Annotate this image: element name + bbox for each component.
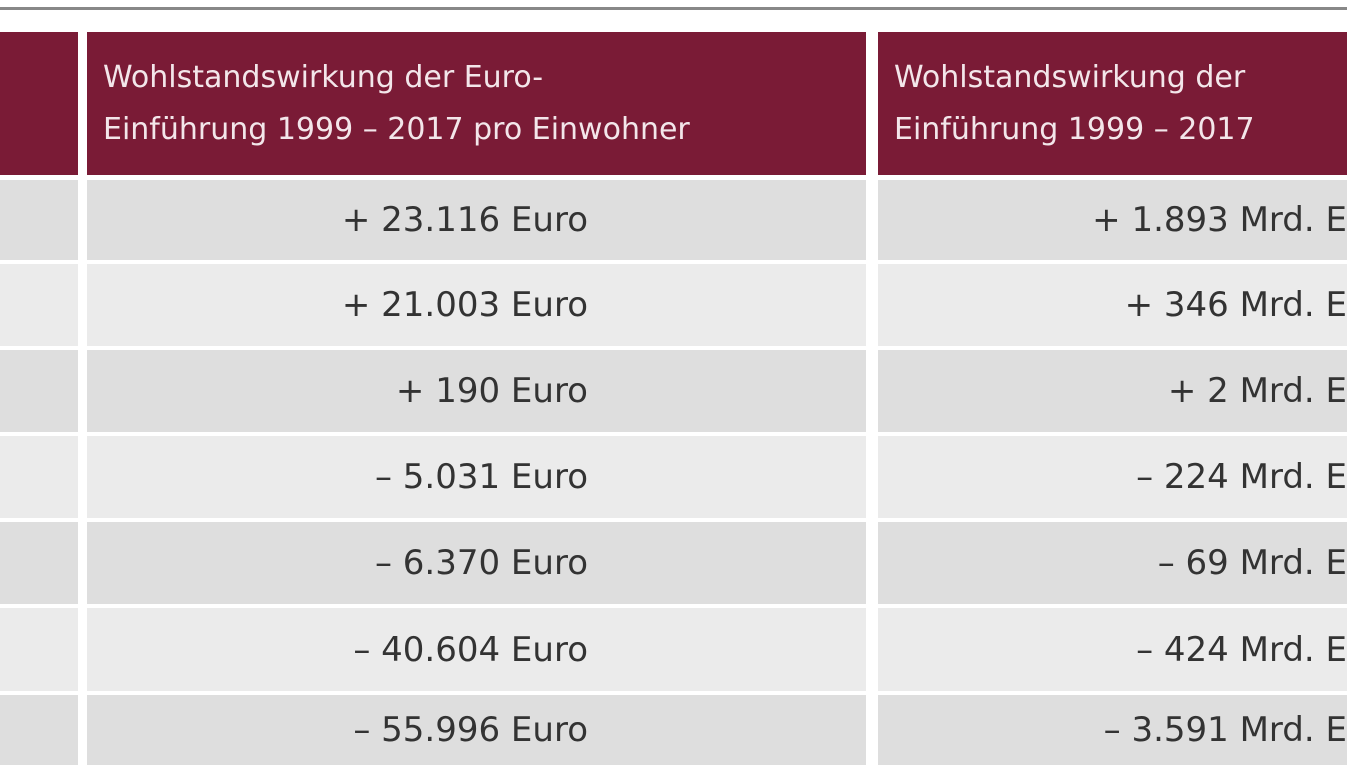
- header-text: Wohlstandswirkung der: [894, 60, 1246, 95]
- value-cell: – 3.591 Mrd. E: [878, 695, 1347, 765]
- header-cell: [0, 32, 78, 175]
- value-cell: – 5.031 Euro: [87, 436, 866, 518]
- value-cell: – 424 Mrd. E: [878, 608, 1347, 691]
- value-cell: – 6.370 Euro: [87, 522, 866, 604]
- value-cell: – 40.604 Euro: [87, 608, 866, 691]
- value-cell: – 55.996 Euro: [87, 695, 866, 765]
- value-cell: – 69 Mrd. E: [878, 522, 1347, 604]
- row-label-cell: [0, 264, 78, 346]
- header-text: Einführung 1999 – 2017 pro Einwohner: [103, 112, 690, 147]
- row-label-cell: [0, 695, 78, 765]
- row-label-cell: [0, 436, 78, 518]
- header-cell: Wohlstandswirkung der Einführung 1999 – 2…: [878, 32, 1347, 175]
- header-text: Wohlstandswirkung der Euro-: [103, 60, 544, 95]
- value-cell: + 190 Euro: [87, 350, 866, 432]
- value-cell: + 1.893 Mrd. E: [878, 180, 1347, 260]
- header-cell: Wohlstandswirkung der Euro- Einführung 19…: [87, 32, 866, 175]
- top-rule: [0, 0, 1347, 10]
- row-label-cell: [0, 522, 78, 604]
- row-label-cell: [0, 350, 78, 432]
- value-cell: + 2 Mrd. E: [878, 350, 1347, 432]
- value-cell: + 346 Mrd. E: [878, 264, 1347, 346]
- row-label-cell: [0, 608, 78, 691]
- value-cell: + 21.003 Euro: [87, 264, 866, 346]
- row-label-cell: [0, 180, 78, 260]
- header-text: Einführung 1999 – 2017: [894, 112, 1255, 147]
- value-cell: – 224 Mrd. E: [878, 436, 1347, 518]
- value-cell: + 23.116 Euro: [87, 180, 866, 260]
